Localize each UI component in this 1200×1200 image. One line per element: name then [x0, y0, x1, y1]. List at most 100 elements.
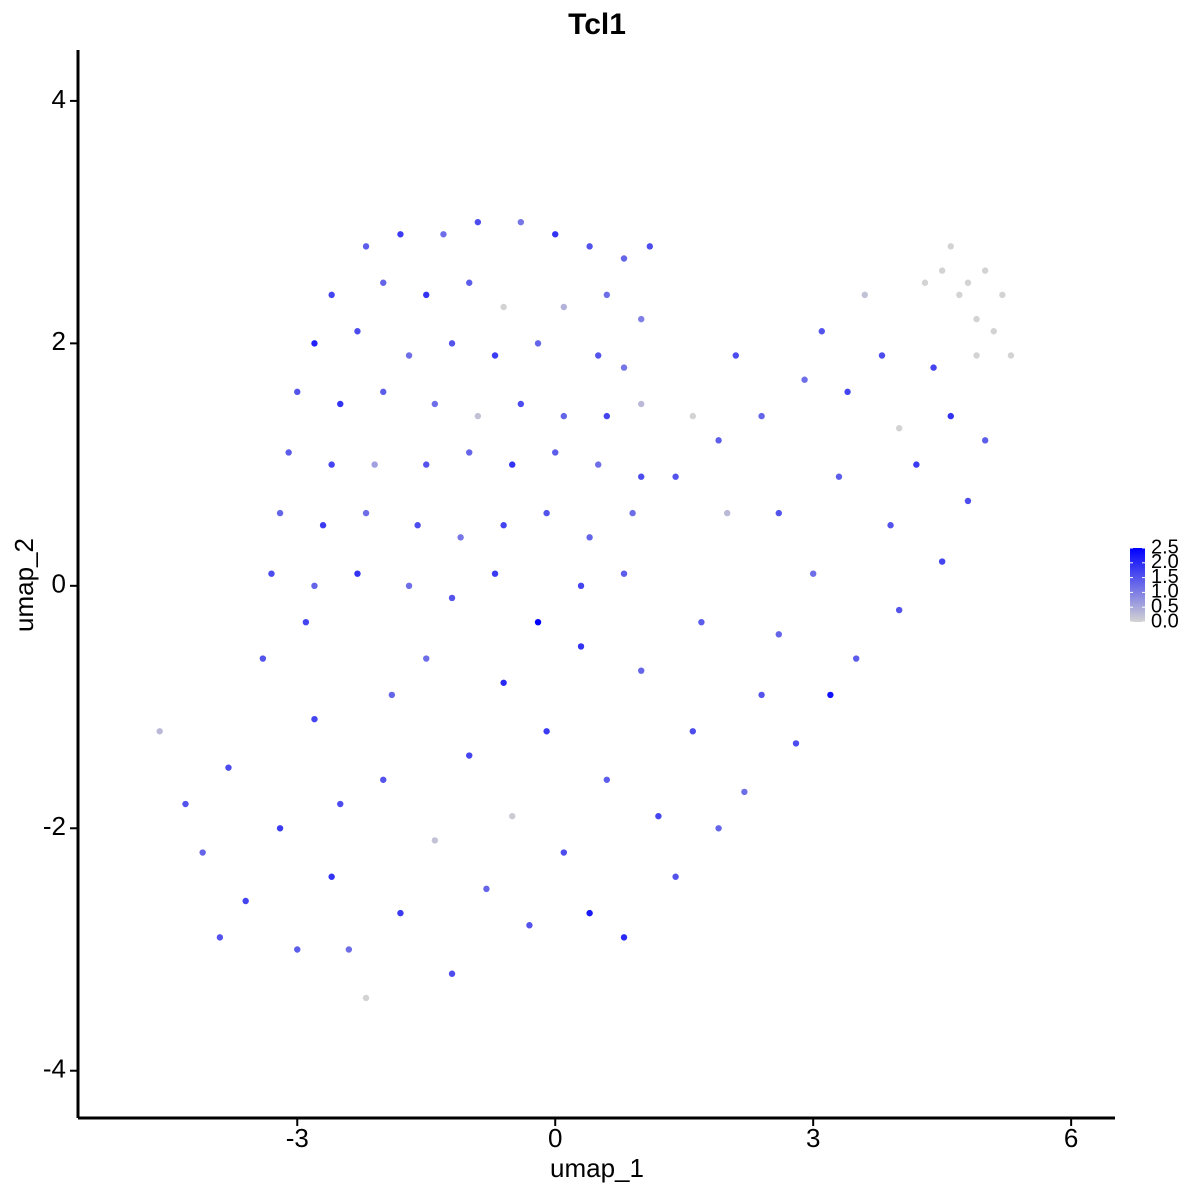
point — [337, 800, 344, 808]
point — [534, 618, 542, 626]
point — [638, 667, 645, 674]
point — [397, 231, 404, 238]
point — [560, 849, 568, 856]
point — [483, 885, 490, 893]
point — [517, 218, 525, 226]
point — [913, 461, 920, 468]
point — [999, 291, 1006, 299]
point — [947, 243, 954, 250]
point — [345, 946, 353, 953]
point — [956, 291, 963, 299]
point — [586, 909, 593, 917]
point — [474, 412, 482, 420]
point — [620, 364, 628, 371]
point — [620, 570, 628, 577]
point — [543, 509, 550, 517]
point — [534, 340, 542, 347]
point — [827, 691, 834, 699]
point — [328, 873, 335, 880]
point — [715, 825, 722, 832]
colorbar-label: 1.0 — [1151, 581, 1179, 603]
point — [672, 473, 679, 480]
point — [388, 691, 396, 699]
point — [500, 679, 507, 686]
point — [500, 303, 507, 311]
point — [448, 340, 456, 347]
point — [981, 437, 989, 444]
point — [732, 352, 739, 359]
point — [328, 291, 335, 299]
colorbar — [1130, 548, 1145, 622]
x-tick-label: -3 — [286, 1123, 309, 1153]
point — [423, 655, 430, 662]
point — [577, 582, 585, 590]
point — [362, 994, 370, 1002]
point — [698, 618, 705, 626]
point — [397, 909, 404, 917]
point — [362, 509, 370, 517]
point — [758, 412, 765, 420]
point — [560, 412, 568, 420]
y-tick-label: -4 — [43, 1054, 66, 1084]
point — [603, 291, 611, 299]
point — [844, 388, 851, 396]
point — [457, 534, 464, 541]
point — [560, 303, 568, 311]
point — [638, 315, 645, 323]
point — [182, 800, 189, 808]
point — [311, 582, 318, 590]
y-tick-label: 0 — [52, 569, 66, 599]
point — [311, 340, 318, 347]
x-axis-label: umap_1 — [550, 1153, 644, 1183]
point — [466, 449, 473, 456]
point — [319, 522, 327, 529]
point — [1007, 352, 1015, 359]
point — [964, 279, 972, 286]
x-tick-label: 3 — [806, 1123, 820, 1153]
point — [423, 461, 430, 468]
point — [861, 291, 868, 299]
point — [509, 461, 516, 468]
point — [423, 291, 430, 299]
point — [852, 655, 860, 662]
point — [887, 522, 894, 529]
point — [655, 812, 662, 820]
point — [981, 267, 989, 274]
point — [491, 352, 499, 359]
point — [723, 509, 731, 517]
point — [354, 328, 361, 335]
point — [285, 449, 292, 456]
point — [500, 522, 507, 529]
point — [509, 812, 516, 820]
point — [938, 267, 946, 274]
point — [448, 594, 456, 602]
point — [603, 776, 611, 783]
point — [603, 412, 611, 420]
point — [921, 279, 929, 286]
point — [895, 606, 903, 614]
colorbar-label: 2.5 — [1151, 536, 1179, 558]
point — [990, 328, 997, 335]
point — [646, 243, 654, 250]
point — [620, 255, 628, 262]
point — [620, 934, 628, 941]
point — [362, 243, 370, 250]
point — [491, 570, 499, 577]
point — [302, 618, 310, 626]
point — [895, 425, 903, 432]
point — [775, 509, 782, 517]
point — [818, 328, 825, 335]
y-tick-label: 2 — [52, 326, 66, 356]
point — [311, 715, 318, 723]
point — [809, 570, 817, 577]
point — [242, 897, 249, 905]
point — [431, 837, 439, 844]
point — [878, 352, 886, 359]
chart-title: Tcl1 — [568, 8, 626, 41]
point — [629, 509, 636, 517]
point — [758, 691, 765, 699]
point — [973, 352, 980, 359]
point — [268, 570, 275, 577]
point — [354, 570, 361, 577]
